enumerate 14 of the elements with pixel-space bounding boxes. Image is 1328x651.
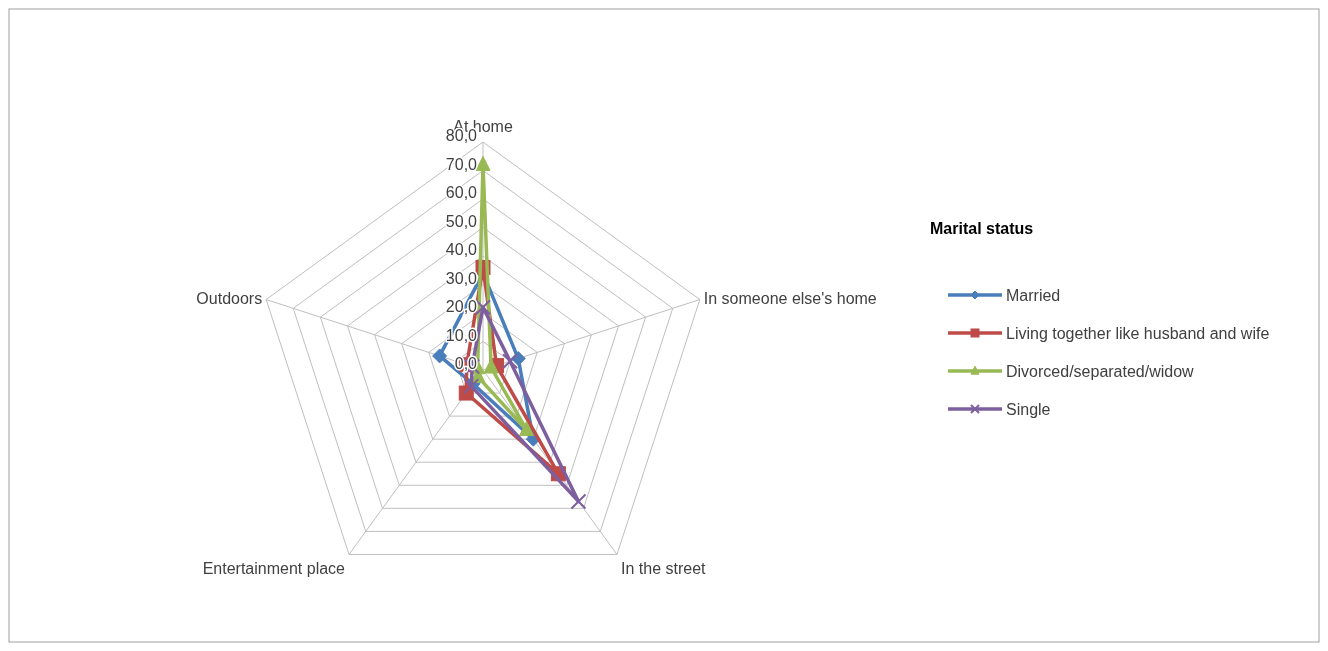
y-tick-label: 30,0 bbox=[445, 269, 478, 287]
y-tick-label: 70,0 bbox=[445, 155, 478, 173]
spoke-label: In someone else's home bbox=[703, 289, 877, 307]
y-tick-label: 40,0 bbox=[445, 241, 478, 258]
legend-label: Single bbox=[1006, 401, 1051, 418]
y-tick-label: 60,0 bbox=[445, 184, 478, 201]
legend-label: Divorced/separated/widow bbox=[1006, 363, 1195, 380]
legend-label: Married bbox=[1006, 287, 1061, 304]
legend-label: Living together like husband and wife bbox=[1006, 325, 1270, 342]
y-tick-label: 50,0 bbox=[445, 212, 478, 230]
spoke-label: Outdoors bbox=[196, 289, 263, 307]
spoke-label: Entertainment place bbox=[202, 560, 346, 578]
spoke-label: In the street bbox=[621, 560, 707, 578]
legend-title: Marital status bbox=[930, 220, 1034, 237]
